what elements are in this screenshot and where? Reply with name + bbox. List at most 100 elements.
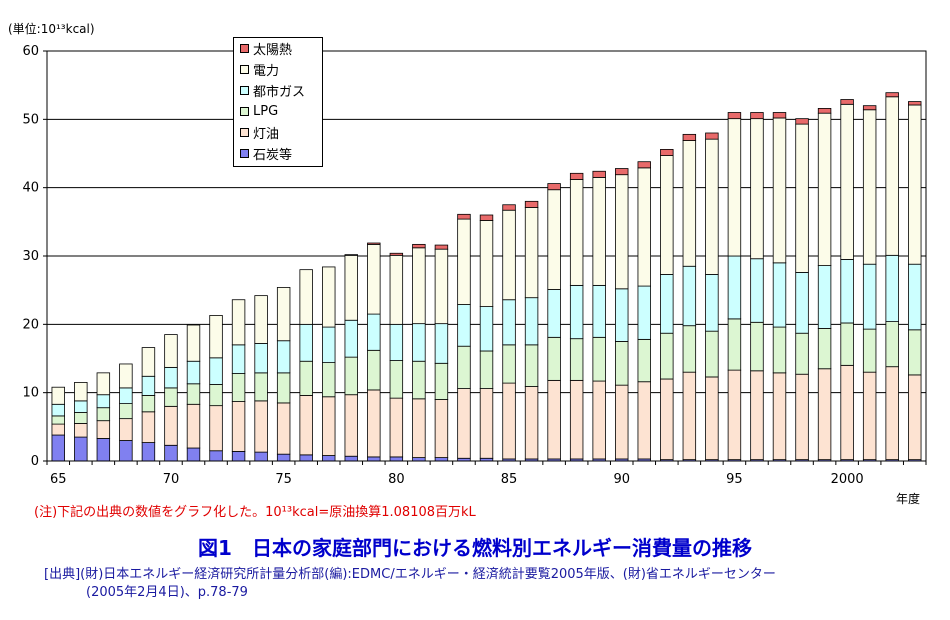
bar-1990-series-1 (615, 384, 629, 460)
bar-1987-series-3 (547, 289, 561, 338)
legend-label: 石炭等 (253, 148, 293, 163)
y-tick-label-50: 50 (22, 112, 39, 127)
bar-1968-series-1 (119, 418, 133, 441)
bar-1983-series-2 (457, 345, 471, 389)
bar-1967-series-0 (96, 438, 111, 462)
bar-1973-series-4 (231, 299, 246, 346)
bar-1994-series-1 (705, 376, 719, 461)
bar-1981-series-4 (412, 247, 426, 325)
bar-1979-series-5 (367, 242, 381, 245)
bar-1983-series-5 (457, 213, 471, 220)
bar-1981-series-3 (412, 323, 426, 362)
bar-1995-series-4 (727, 118, 742, 257)
bar-1983-series-4 (457, 218, 471, 305)
bar-1966-series-4 (74, 382, 88, 402)
bar-2001-series-5 (862, 105, 877, 111)
bar-1976-series-1 (299, 394, 313, 456)
bar-2002-series-2 (885, 321, 899, 368)
bar-1992-series-5 (660, 148, 674, 156)
source-citation: [出典](財)日本エネルギー経済研究所計量分析部(編):EDMC/エネルギー・経… (44, 566, 776, 602)
bar-1968-series-3 (119, 387, 133, 404)
bar-1985-series-5 (502, 204, 516, 211)
bar-1965-series-3 (51, 403, 65, 417)
bar-2001-series-4 (862, 109, 877, 265)
bar-1998-series-3 (795, 271, 809, 334)
bar-1987-series-4 (547, 189, 561, 290)
x-tick-label-70: 70 (163, 472, 180, 487)
legend-item: 石炭等 (234, 143, 322, 164)
bar-1998-series-4 (795, 123, 809, 273)
bar-1981-series-5 (412, 243, 426, 249)
bar-1994-series-2 (705, 330, 719, 378)
bar-1996-series-2 (750, 321, 764, 372)
bar-2001-series-1 (862, 371, 877, 461)
bar-1967-series-1 (96, 420, 111, 439)
bar-1996-series-3 (750, 258, 764, 323)
legend-label: LPG (253, 104, 279, 119)
bar-1977-series-3 (322, 326, 336, 364)
bar-1988-series-3 (569, 284, 584, 340)
source-line-2: (2005年2月4日)、p.78-79 (86, 585, 248, 600)
bar-1975-series-1 (276, 402, 291, 455)
legend-swatch (240, 65, 249, 74)
bar-1980-series-3 (389, 323, 404, 361)
bar-1986-series-3 (524, 297, 539, 346)
bar-1971-series-1 (186, 403, 201, 449)
legend: 太陽熱 電力 都市ガス LPG 灯油 石炭等 (233, 37, 323, 167)
bar-1969-series-3 (141, 375, 156, 396)
bar-1970-series-0 (164, 444, 178, 462)
stacked-bar-chart: 0 10 20 30 40 50 60 65 70 75 80 85 90 95 2000 (22, 44, 927, 487)
bar-1981-series-2 (412, 360, 426, 400)
bar-1986-series-2 (524, 344, 539, 387)
bar-1993-series-3 (682, 265, 697, 327)
bar-1994-series-3 (705, 274, 719, 332)
footnote: (注)下記の出典の数値をグラフ化した。10¹³kcal=原油換算1.08108百… (34, 505, 476, 520)
bar-2002-series-4 (885, 96, 899, 256)
x-tick-label-65: 65 (50, 472, 67, 487)
bar-2003-series-3 (908, 263, 922, 331)
bar-1975-series-3 (276, 340, 291, 374)
x-unit-label: 年度 (896, 492, 921, 506)
bar-1984-series-5 (479, 214, 494, 221)
bar-1970-series-4 (164, 334, 178, 368)
bar-2000-series-4 (840, 103, 854, 260)
bar-1979-series-2 (367, 349, 381, 391)
bar-1992-series-1 (660, 378, 674, 461)
bar-1986-series-4 (524, 207, 539, 299)
bar-1984-series-2 (479, 350, 494, 389)
bar-1991-series-2 (637, 338, 651, 383)
bar-1978-series-2 (344, 356, 358, 396)
bar-1971-series-4 (186, 324, 201, 362)
bar-1978-series-3 (344, 319, 358, 358)
bar-1988-series-4 (569, 179, 584, 286)
bar-1986-series-1 (524, 386, 539, 460)
bar-1976-series-3 (299, 323, 313, 362)
bar-1990-series-2 (615, 341, 629, 386)
bar-2000-series-1 (840, 364, 854, 461)
bar-1997-series-5 (772, 112, 787, 119)
bar-1965-series-2 (51, 415, 65, 425)
legend-item: 太陽熱 (234, 38, 322, 59)
y-tick-label-40: 40 (22, 181, 39, 196)
bar-1983-series-1 (457, 388, 471, 459)
bar-1999-series-3 (817, 265, 832, 329)
legend-label: 灯油 (253, 127, 280, 142)
legend-item: 灯油 (234, 122, 322, 143)
bar-1995-series-1 (727, 369, 742, 461)
bar-2003-series-2 (908, 329, 922, 376)
bar-1987-series-1 (547, 379, 561, 460)
bar-1978-series-5 (344, 254, 358, 256)
bar-2000-series-5 (840, 99, 854, 105)
bar-1993-series-4 (682, 140, 697, 267)
bar-1971-series-2 (186, 383, 201, 405)
bar-1967-series-4 (96, 372, 111, 396)
bar-1969-series-2 (141, 394, 156, 413)
bar-1978-series-1 (344, 394, 358, 457)
bar-1969-series-1 (141, 411, 156, 443)
axes (43, 50, 927, 465)
bar-1998-series-2 (795, 332, 809, 375)
legend-label: 都市ガス (253, 85, 306, 100)
bar-1990-series-4 (615, 174, 629, 290)
bar-1989-series-1 (592, 380, 606, 460)
bar-1987-series-5 (547, 183, 561, 191)
